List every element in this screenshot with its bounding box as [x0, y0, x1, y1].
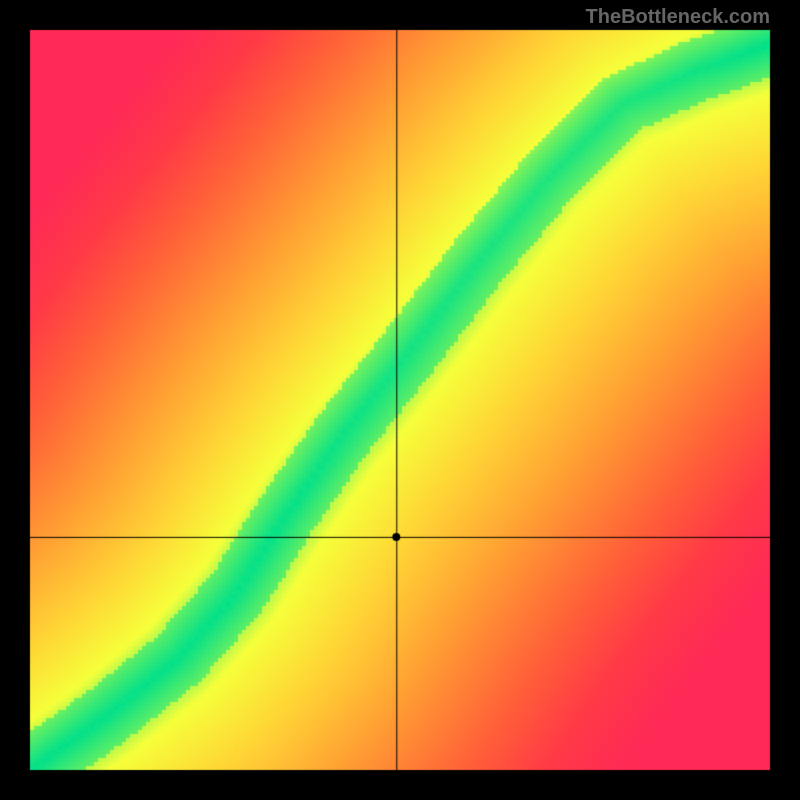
bottleneck-heatmap	[0, 0, 800, 800]
watermark: TheBottleneck.com	[586, 6, 770, 29]
chart-container: TheBottleneck.com	[0, 0, 800, 800]
